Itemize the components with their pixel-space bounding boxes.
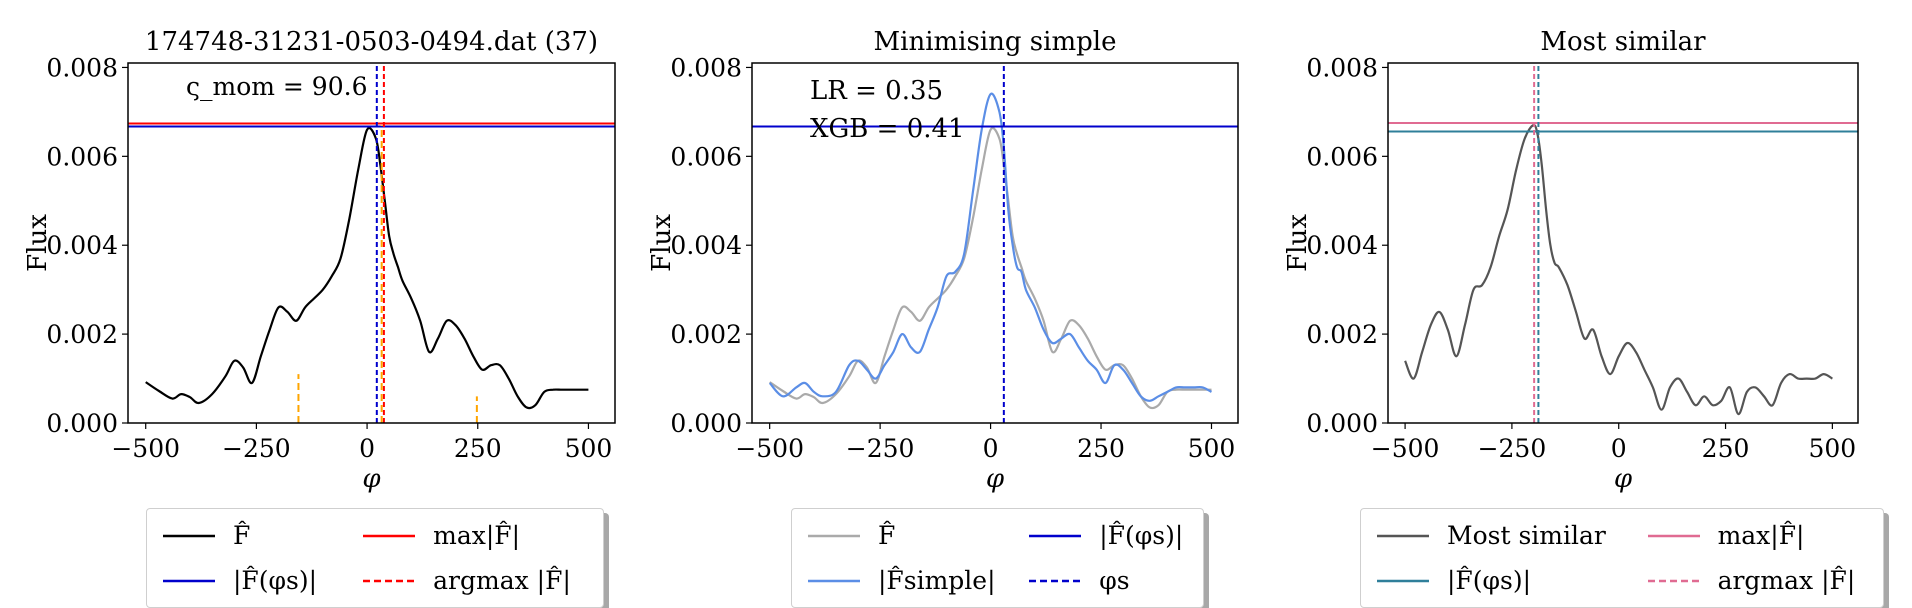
legend-entry: Most similar	[1375, 521, 1620, 550]
legend-swatch	[1029, 534, 1082, 537]
chart-panel-1: −500 −250 0 250 500 0.000 0.002 0.004 0.006 0.008…	[23, 27, 616, 494]
x-tick-label: −250	[1478, 434, 1547, 463]
legend-swatch	[1377, 579, 1429, 582]
chart-panel-3: −500 −250 0 250 500 0.000 0.002 0.004 0.006 0.008…	[1283, 27, 1859, 494]
legend-swatch	[1647, 534, 1700, 537]
y-axis-label: Flux	[23, 214, 53, 272]
y-tick-label: 0.008	[670, 53, 742, 82]
x-tick-label: −250	[846, 434, 915, 463]
x-tick-label: 0	[983, 434, 999, 463]
x-tick-label: 500	[565, 434, 613, 463]
annotation-text: ς_mom = 90.6	[186, 72, 367, 101]
legend-swatch	[808, 579, 860, 582]
legend-panel-3: Most similar max|F̂| |F̂(φs)| argmax |F̂|	[1360, 508, 1884, 608]
y-tick-label: 0.006	[46, 142, 118, 171]
legend-label: F̂	[878, 521, 896, 550]
x-tick-label: −500	[111, 434, 180, 463]
legend-entry: φs	[1027, 566, 1189, 595]
x-axis-label: φ	[1614, 464, 1633, 494]
chart-panel-2: −500 −250 0 250 500 0.000 0.002 0.004 0.006 0.008…	[647, 27, 1239, 494]
legend-entry: |F̂simple|	[806, 566, 1001, 595]
legend-entry: max|F̂|	[361, 521, 589, 550]
x-axis-label: φ	[362, 464, 381, 494]
x-tick-label: 250	[454, 434, 502, 463]
legend-entry: |F̂(φs)|	[1027, 521, 1189, 550]
legend-label: F̂	[233, 521, 251, 550]
y-tick-label: 0.004	[1306, 231, 1378, 260]
axes-frame	[751, 62, 1239, 424]
series-line-0	[1404, 124, 1833, 416]
y-tick-label: 0.006	[670, 142, 742, 171]
y-tick-label: 0.008	[1306, 53, 1378, 82]
y-tick-label: 0.002	[46, 320, 118, 349]
x-tick-label: 0	[359, 434, 375, 463]
y-axis-label: Flux	[647, 214, 677, 272]
x-tick-label: −250	[222, 434, 291, 463]
x-tick-label: −500	[735, 434, 804, 463]
y-tick-label: 0.006	[1306, 142, 1378, 171]
legend-swatch	[1647, 579, 1700, 582]
x-tick-label: 500	[1188, 434, 1236, 463]
annotation-text: XGB = 0.41	[810, 114, 965, 144]
legend-label: |F̂(φs)|	[1099, 521, 1184, 550]
chart-title: Minimising simple	[874, 27, 1117, 57]
legend-swatch	[808, 534, 860, 537]
figure: −500 −250 0 250 500 0.000 0.002 0.004 0.006 0.008…	[23, 27, 1859, 494]
chart-title: Most similar	[1540, 27, 1706, 57]
legend-entry: F̂	[161, 521, 335, 550]
y-tick-label: 0.004	[670, 231, 742, 260]
legend-label: argmax |F̂|	[433, 566, 571, 595]
legend-entry: argmax |F̂|	[361, 566, 589, 595]
y-tick-label: 0.008	[46, 53, 118, 82]
legend-label: argmax |F̂|	[1717, 566, 1856, 595]
series-line-0	[145, 126, 589, 410]
annotation-text: LR = 0.35	[810, 76, 943, 106]
plot-area	[1388, 63, 1858, 423]
chart-title: 174748-31231-0503-0494.dat (37)	[145, 27, 598, 57]
series-line-0	[769, 126, 1212, 410]
x-tick-label: 500	[1809, 434, 1857, 463]
legend-label: |F̂(φs)|	[1447, 566, 1532, 595]
legend-swatch	[363, 534, 416, 537]
x-tick-label: −500	[1371, 434, 1440, 463]
legend-entry: argmax |F̂|	[1646, 566, 1869, 595]
y-tick-label: 0.002	[1306, 320, 1378, 349]
legend-panel-2: F̂ |F̂(φs)| |F̂simple| φs	[791, 508, 1204, 608]
legend-label: Most similar	[1447, 521, 1606, 550]
legend-swatch	[163, 534, 215, 537]
legend-label: |F̂(φs)|	[233, 566, 318, 595]
legend-swatch	[1029, 579, 1082, 582]
x-tick-label: 0	[1611, 434, 1627, 463]
legend-label: |F̂simple|	[878, 566, 996, 595]
x-axis-label: φ	[986, 464, 1005, 494]
axes-frame	[1387, 62, 1859, 424]
series-line-1	[768, 92, 1213, 402]
y-tick-label: 0.000	[1306, 409, 1378, 438]
y-tick-label: 0.002	[670, 320, 742, 349]
legend-label: max|F̂|	[1717, 521, 1805, 550]
y-tick-label: 0.004	[46, 231, 118, 260]
legend-swatch	[163, 579, 215, 582]
legend-entry: |F̂(φs)|	[161, 566, 335, 595]
y-axis-label: Flux	[1283, 214, 1313, 272]
y-tick-label: 0.000	[670, 409, 742, 438]
axes-frame	[127, 62, 616, 424]
legend-swatch	[363, 579, 416, 582]
legend-entry: |F̂(φs)|	[1375, 566, 1620, 595]
plot-area	[752, 63, 1238, 423]
plot-area	[128, 63, 615, 423]
legend-swatch	[1377, 534, 1429, 537]
y-tick-label: 0.000	[46, 409, 118, 438]
legend-entry: F̂	[806, 521, 1001, 550]
x-tick-label: 250	[1077, 434, 1125, 463]
legend-entry: max|F̂|	[1646, 521, 1869, 550]
legend-label: φs	[1099, 566, 1130, 595]
legend-panel-1: F̂ max|F̂| |F̂(φs)| argmax |F̂|	[146, 508, 604, 608]
x-tick-label: 250	[1702, 434, 1750, 463]
legend-label: max|F̂|	[433, 521, 521, 550]
